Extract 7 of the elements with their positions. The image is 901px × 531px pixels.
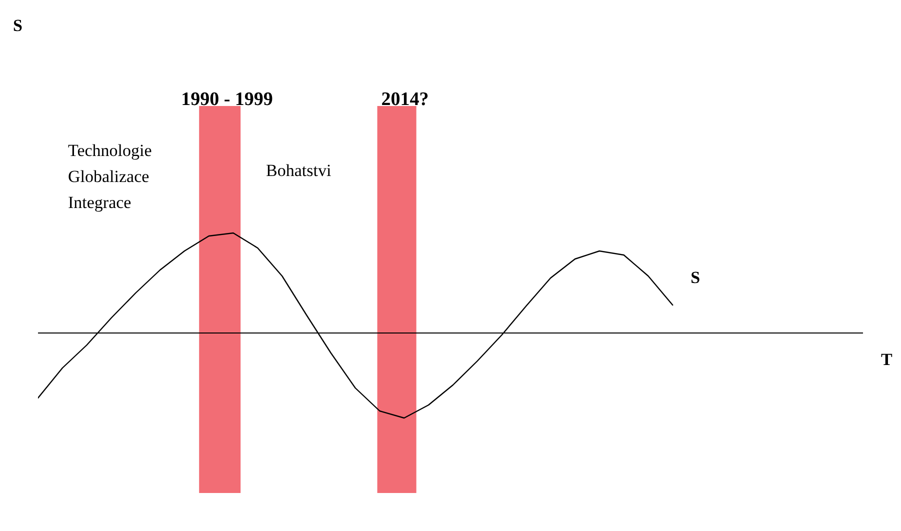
text: T [881,350,893,369]
text: Technologie Globalizace Integrace [68,141,152,212]
text: Bohatstvi [266,161,332,180]
text: 1990 - 1999 [181,89,273,110]
text: 2014? [381,89,429,110]
text: S [13,16,22,35]
series-label: S [690,268,700,287]
